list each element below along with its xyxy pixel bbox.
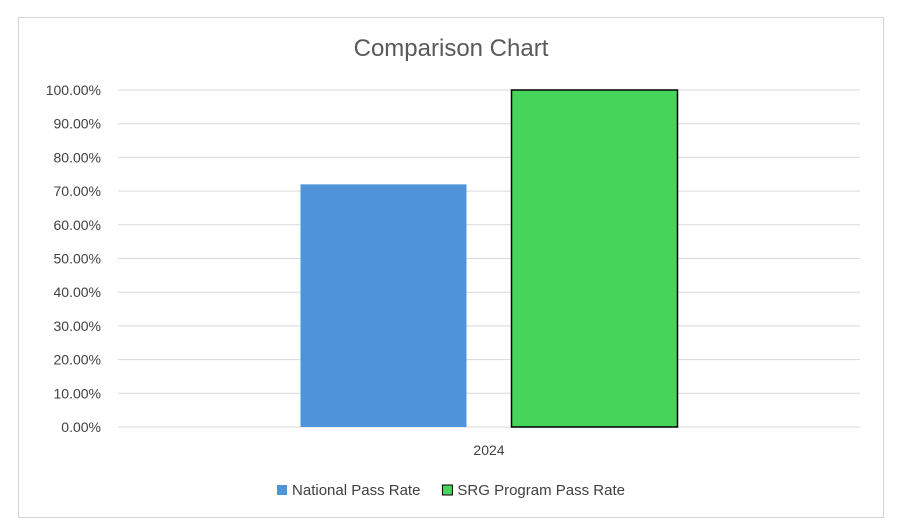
- y-tick-label: 90.00%: [54, 116, 101, 132]
- x-axis-ticks: 2024: [473, 442, 504, 458]
- y-tick-label: 80.00%: [54, 149, 101, 165]
- chart-title: Comparison Chart: [354, 35, 549, 62]
- legend-label: SRG Program Pass Rate: [457, 482, 625, 499]
- bars: [300, 89, 679, 428]
- y-tick-label: 20.00%: [54, 352, 101, 368]
- legend-label: National Pass Rate: [292, 482, 420, 499]
- y-tick-label: 40.00%: [54, 284, 101, 300]
- bar-srg-program-pass-rate: [510, 89, 679, 428]
- y-tick-label: 60.00%: [54, 217, 101, 233]
- legend: National Pass Rate SRG Program Pass Rate: [277, 482, 625, 499]
- x-tick-label: 2024: [473, 442, 504, 458]
- y-axis-ticks: 0.00% 10.00% 20.00% 30.00% 40.00% 50.00% 60.00…: [46, 82, 101, 435]
- y-tick-label: 100.00%: [46, 82, 101, 98]
- gridlines: [118, 89, 860, 428]
- bar-national-pass-rate: [300, 184, 467, 427]
- y-tick-label: 70.00%: [54, 183, 101, 199]
- y-tick-label: 30.00%: [54, 318, 101, 334]
- legend-swatch: [277, 485, 288, 495]
- y-tick-label: 0.00%: [61, 419, 101, 435]
- y-tick-label: 10.00%: [54, 385, 101, 401]
- legend-swatch: [441, 484, 453, 496]
- y-tick-label: 50.00%: [54, 251, 101, 267]
